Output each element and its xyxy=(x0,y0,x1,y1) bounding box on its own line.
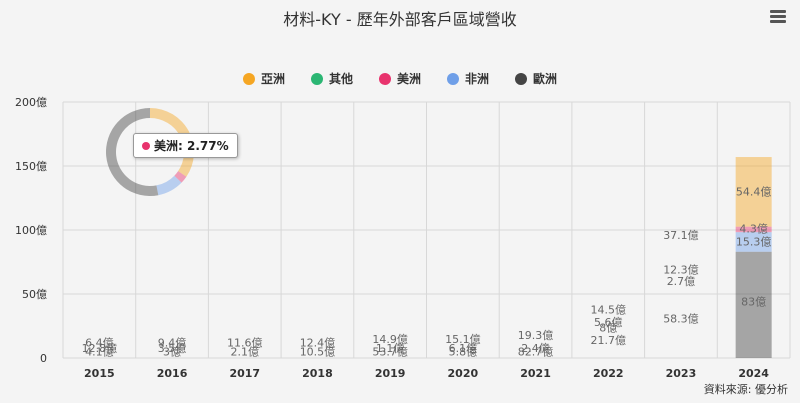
data-label: 12.3億 xyxy=(663,264,699,277)
data-label: 15.1億 xyxy=(445,333,481,346)
data-label: 37.1億 xyxy=(663,229,699,242)
data-label: 14.5億 xyxy=(591,303,627,316)
legend-label: 美洲 xyxy=(396,72,421,86)
data-label: 8億 xyxy=(599,321,617,334)
data-label: 12.4億 xyxy=(300,337,336,350)
x-tick-label: 2022 xyxy=(593,367,624,380)
data-label: 21.7億 xyxy=(591,334,627,347)
data-label: 2.7億 xyxy=(667,275,696,288)
x-tick-label: 2016 xyxy=(157,367,188,380)
donut-slice xyxy=(174,171,187,183)
legend-item-0[interactable]: 亞洲 xyxy=(242,70,285,87)
data-label: 12.8億 xyxy=(82,342,118,355)
donut-slice xyxy=(156,175,182,196)
x-tick-label: 2024 xyxy=(738,367,769,380)
tooltip-text: 美洲: 2.77% xyxy=(154,139,229,153)
legend: 亞洲 其他 美洲 非洲 歐洲 xyxy=(0,70,800,87)
data-label: 4.3億 xyxy=(739,223,768,236)
legend-marker xyxy=(515,72,528,85)
x-tick-label: 2020 xyxy=(448,367,479,380)
data-label: 10.5億 xyxy=(300,346,336,359)
legend-label: 其他 xyxy=(328,72,353,86)
data-label: 53.7億 xyxy=(372,346,408,359)
data-label: 14.9億 xyxy=(372,333,408,346)
legend-item-3[interactable]: 非洲 xyxy=(447,70,489,87)
x-tick-label: 2015 xyxy=(84,367,115,380)
legend-label: 亞洲 xyxy=(260,72,285,86)
y-tick-label: 150億 xyxy=(15,160,47,173)
data-label: 2.4億 xyxy=(521,342,550,355)
data-label: 54.4億 xyxy=(736,186,772,199)
data-label: 9.4億 xyxy=(158,337,187,350)
data-label: 83億 xyxy=(741,296,766,309)
data-label: 5.6億 xyxy=(594,316,623,329)
y-tick-label: 50億 xyxy=(22,288,47,301)
donut-slice xyxy=(150,108,195,177)
legend-marker xyxy=(378,72,391,85)
data-label: 3.5億 xyxy=(158,342,187,355)
data-label: 3億 xyxy=(163,346,181,359)
data-label: 2.1億 xyxy=(231,346,260,359)
y-tick-label: 200億 xyxy=(15,96,47,109)
data-label: 6.4億 xyxy=(85,337,114,350)
data-label: 58.3億 xyxy=(663,312,699,325)
data-label: 19.3億 xyxy=(518,329,554,342)
data-label: 11.6億 xyxy=(227,337,263,350)
data-label: 4.1億 xyxy=(85,346,114,359)
bar-segment xyxy=(735,226,772,233)
data-label: 6.1億 xyxy=(449,342,478,355)
hamburger-menu-icon[interactable] xyxy=(770,10,786,24)
x-tick-label: 2021 xyxy=(520,367,551,380)
data-label: 1.1億 xyxy=(376,342,405,355)
legend-marker xyxy=(447,72,459,85)
data-label: 82.7億 xyxy=(518,346,554,359)
y-tick-label: 0 xyxy=(40,352,47,365)
chart-title: 材料-KY - 歷年外部客戶區域營收 xyxy=(283,10,517,29)
legend-marker xyxy=(242,72,255,85)
source-note: 資料來源: 優分析 xyxy=(703,383,788,396)
x-tick-label: 2018 xyxy=(302,367,333,380)
x-tick-label: 2023 xyxy=(666,367,697,380)
bar-segment xyxy=(735,157,772,227)
y-tick-label: 100億 xyxy=(15,224,47,237)
legend-item-4[interactable]: 歐洲 xyxy=(515,70,557,87)
legend-item-1[interactable]: 其他 xyxy=(310,70,353,87)
x-tick-label: 2017 xyxy=(229,367,260,380)
legend-marker xyxy=(310,72,323,85)
legend-item-2[interactable]: 美洲 xyxy=(378,70,421,87)
donut-slice xyxy=(106,108,159,196)
x-tick-label: 2019 xyxy=(375,367,406,380)
data-label: 5.8億 xyxy=(449,346,478,359)
legend-label: 歐洲 xyxy=(533,72,558,86)
tooltip-color-dot xyxy=(142,141,150,150)
bar-segment xyxy=(735,251,772,358)
legend-label: 非洲 xyxy=(465,72,490,86)
tooltip: 美洲: 2.77% xyxy=(133,133,238,158)
bar-segment xyxy=(735,232,772,252)
data-label: 15.3億 xyxy=(736,236,772,249)
